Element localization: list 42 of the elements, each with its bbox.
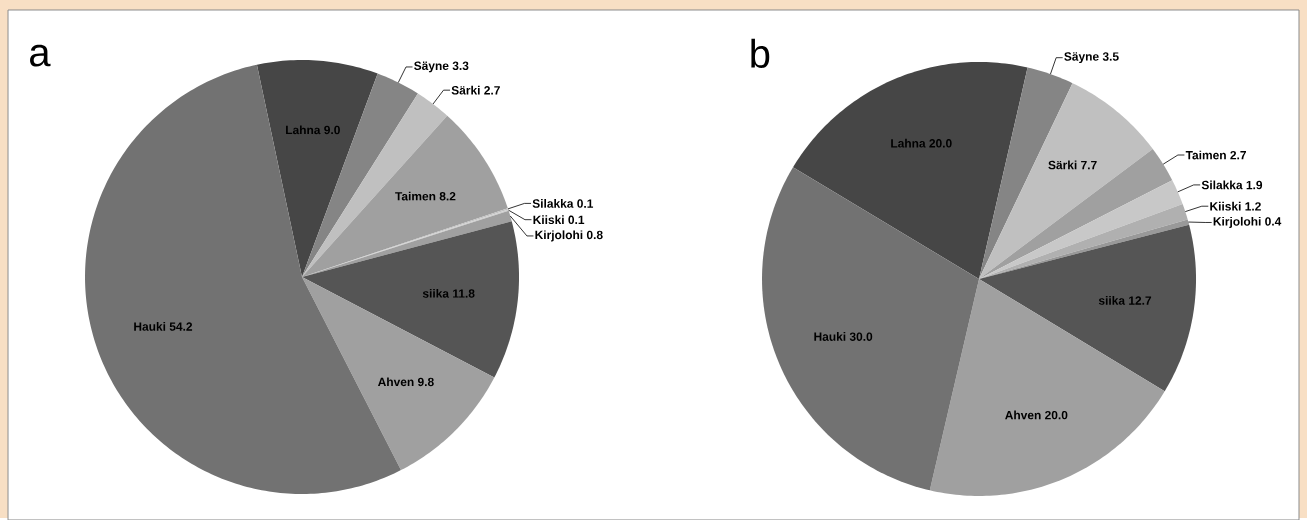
- slice-label: Taimen: [395, 191, 436, 201]
- data-label: 20.0: [929, 138, 952, 148]
- data-label: 1.9: [1246, 180, 1263, 190]
- data-label: 3.5: [1102, 52, 1119, 61]
- data-label: 0.1: [577, 199, 594, 208]
- data-label: 0.8: [586, 230, 603, 239]
- data-label: 11.8: [453, 289, 475, 298]
- data-label: 7.7: [1081, 160, 1097, 169]
- slice-label: siika: [422, 288, 450, 298]
- slice-label: Säyne: [414, 61, 449, 73]
- slice-label: Hauki: [134, 321, 166, 331]
- slice-label: Ahven: [1005, 410, 1041, 420]
- data-label: 9.8: [417, 377, 434, 386]
- data-label: 2.7: [1230, 150, 1246, 160]
- data-label: 2.7: [484, 85, 500, 95]
- data-label: 12.7: [1129, 296, 1152, 305]
- slice-label: Kirjolohi: [1213, 216, 1261, 228]
- slice-label: Säyne: [1064, 52, 1099, 63]
- slice-label: Lahna: [891, 138, 926, 148]
- data-label: 1.2: [1245, 201, 1261, 211]
- slice-label: Kiiski: [1210, 201, 1241, 211]
- slice-label: Särki: [451, 85, 480, 95]
- data-label: 30.0: [849, 332, 873, 341]
- slice-label: siika: [1098, 295, 1126, 305]
- slice-label: Silakka: [1201, 180, 1243, 190]
- data-label: 0.1: [568, 215, 585, 224]
- data-label: 8.2: [439, 191, 456, 201]
- slice-label: Ahven: [377, 377, 414, 386]
- chart-title: b: [751, 38, 770, 68]
- slice-label: Silakka: [532, 198, 574, 208]
- data-label: 3.3: [452, 61, 469, 70]
- chart-title: a: [30, 44, 51, 67]
- slice-label: Lahna: [286, 125, 321, 134]
- slice-label: Hauki: [814, 331, 846, 341]
- data-label: 0.4: [1265, 217, 1282, 226]
- slice-label: Särki: [1048, 160, 1077, 170]
- data-label: 54.2: [169, 322, 193, 331]
- data-label: 9.0: [324, 125, 340, 134]
- slice-label: Taimen: [1185, 150, 1226, 160]
- slice-label: Kirjolohi: [535, 230, 583, 242]
- data-label: 20.0: [1045, 410, 1068, 420]
- slice-label: Kiiski: [533, 215, 564, 224]
